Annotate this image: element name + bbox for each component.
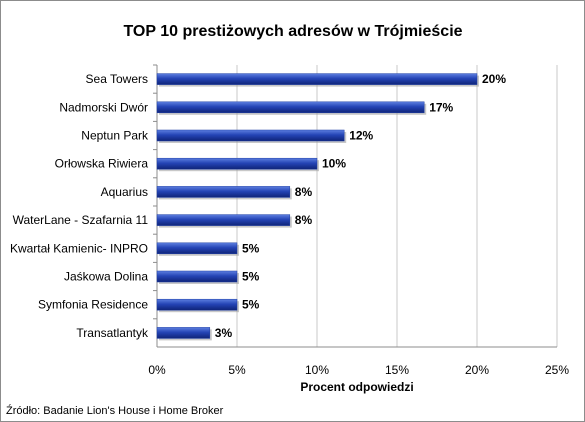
value-label: 5% xyxy=(242,298,260,312)
value-label: 10% xyxy=(322,157,346,171)
value-label: 12% xyxy=(349,129,373,143)
bar xyxy=(156,101,425,114)
x-tick-label: 0% xyxy=(148,363,166,377)
source-note: Źródło: Badanie Lion's House i Home Brok… xyxy=(6,404,224,417)
x-tick-label: 15% xyxy=(385,363,409,377)
x-tick-label: 10% xyxy=(305,363,329,377)
value-label: 5% xyxy=(242,270,260,284)
value-label: 3% xyxy=(215,326,233,340)
value-labels: 20% 17% 12%10% 8% 8% 5% 5% 5% 3% xyxy=(215,72,507,340)
x-tick-label: 5% xyxy=(228,363,246,377)
bar xyxy=(156,242,238,255)
x-tick-label: 20% xyxy=(465,363,489,377)
category-label: WaterLane - Szafarnia 11 xyxy=(13,213,149,227)
x-tick-label: 25% xyxy=(545,363,569,377)
value-label: 8% xyxy=(295,185,313,199)
chart-title: TOP 10 prestiżowych adresów w Trójmieści… xyxy=(123,23,462,40)
category-labels: Sea Towers Nadmorski Dwór Neptun Park Orłow… xyxy=(10,72,149,340)
x-axis-title: Procent odpowiedzi xyxy=(300,380,413,394)
category-label: Transatlantyk xyxy=(76,326,149,340)
category-label: Neptun Park xyxy=(81,129,149,143)
value-label: 8% xyxy=(295,213,313,227)
bar xyxy=(156,270,238,283)
bar xyxy=(156,327,211,339)
bar xyxy=(156,73,478,85)
category-label: Kwartał Kamienic- INPRO xyxy=(10,241,148,255)
bars xyxy=(156,73,479,341)
value-label: 17% xyxy=(429,100,453,114)
bar xyxy=(156,186,291,198)
bar xyxy=(156,298,238,311)
category-label: Nadmorski Dwór xyxy=(59,100,148,114)
category-label: Aquarius xyxy=(101,185,148,199)
x-tick-labels: 0% 5% 10% 15% 20% 25% xyxy=(148,363,569,377)
bar xyxy=(156,157,318,170)
category-label: Jaśkowa Dolina xyxy=(64,270,148,284)
bar xyxy=(156,214,291,226)
category-label: Orłowska Riwiera xyxy=(55,157,149,171)
bar xyxy=(156,129,345,142)
value-label: 5% xyxy=(242,241,260,255)
value-label: 20% xyxy=(482,72,506,86)
category-label: Sea Towers xyxy=(86,72,148,86)
category-label: Symfonia Residence xyxy=(38,298,148,312)
